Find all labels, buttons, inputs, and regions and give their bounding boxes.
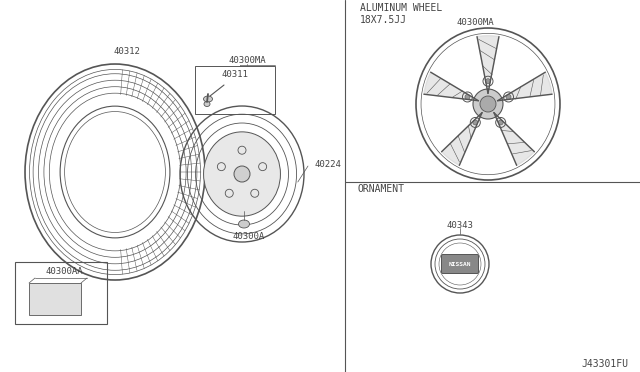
Bar xyxy=(15,262,107,324)
Circle shape xyxy=(465,94,470,99)
Polygon shape xyxy=(442,113,482,165)
Circle shape xyxy=(506,94,511,99)
Text: 40311: 40311 xyxy=(221,70,248,78)
Text: ORNAMENT: ORNAMENT xyxy=(358,184,405,194)
FancyBboxPatch shape xyxy=(442,254,479,273)
Polygon shape xyxy=(494,113,534,165)
Ellipse shape xyxy=(204,96,212,102)
Text: 40300MA: 40300MA xyxy=(228,55,266,64)
Text: 40300A: 40300A xyxy=(233,231,265,241)
Text: 40300MA: 40300MA xyxy=(456,17,494,26)
Circle shape xyxy=(498,120,503,125)
Bar xyxy=(195,66,275,114)
Circle shape xyxy=(480,96,496,112)
Circle shape xyxy=(486,79,490,84)
Circle shape xyxy=(473,120,478,125)
Polygon shape xyxy=(497,72,552,101)
Ellipse shape xyxy=(239,220,250,228)
Text: J43301FU: J43301FU xyxy=(581,359,628,369)
Bar xyxy=(29,283,81,315)
Polygon shape xyxy=(424,72,479,101)
Ellipse shape xyxy=(204,102,210,106)
Text: 40300AA: 40300AA xyxy=(45,266,83,276)
Circle shape xyxy=(234,166,250,182)
Ellipse shape xyxy=(204,132,280,216)
Text: 40343: 40343 xyxy=(447,221,474,230)
Polygon shape xyxy=(477,36,499,93)
Text: 40224: 40224 xyxy=(314,160,341,169)
Circle shape xyxy=(473,89,503,119)
Text: 40312: 40312 xyxy=(113,46,140,55)
Text: ALUMINUM WHEEL
18X7.5JJ: ALUMINUM WHEEL 18X7.5JJ xyxy=(360,3,442,25)
Text: NISSAN: NISSAN xyxy=(449,262,471,266)
